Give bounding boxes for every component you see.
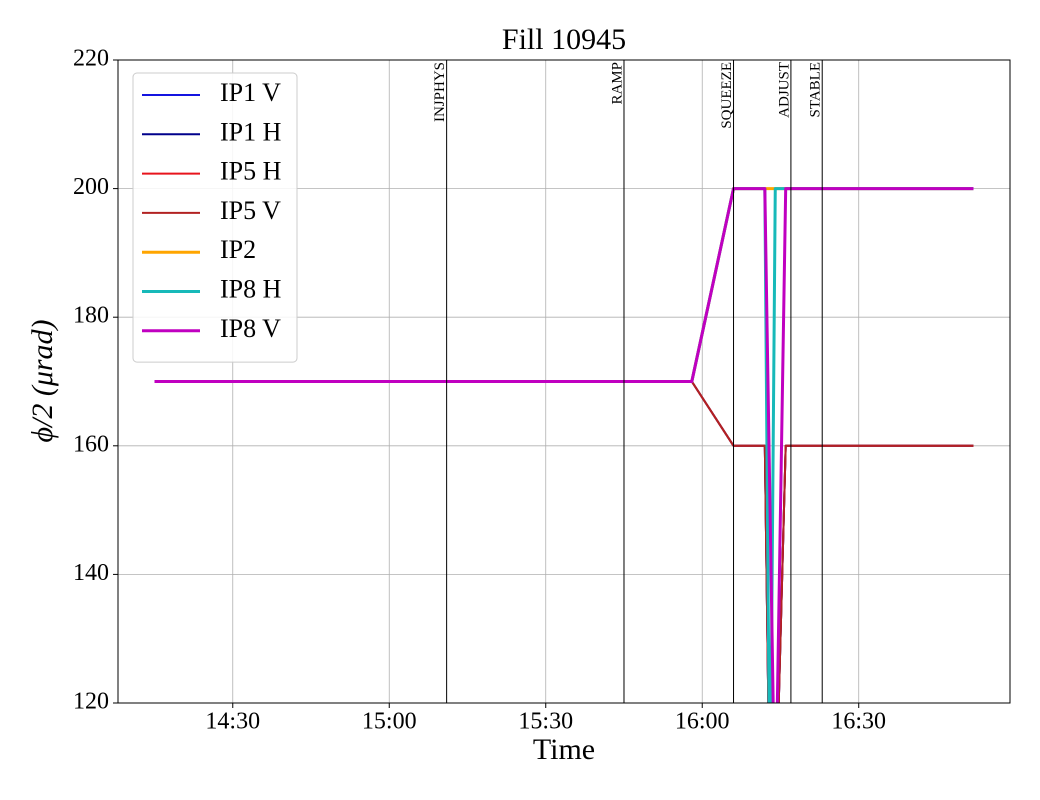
mode-label: RAMP <box>609 62 625 105</box>
mode-label: STABLE <box>808 62 824 117</box>
legend-label: IP1 H <box>220 117 282 146</box>
x-tick-label: 15:30 <box>518 709 573 735</box>
chart-title: Fill 10945 <box>502 23 626 56</box>
legend-box <box>132 72 298 363</box>
legend-label: IP8 V <box>220 314 281 343</box>
mode-label: INJPHYS <box>432 62 448 122</box>
y-tick-label: 160 <box>73 431 109 457</box>
legend-label: IP2 <box>220 235 256 264</box>
y-tick-label: 200 <box>73 174 109 200</box>
y-axis-label: ϕ/2 (μrad) <box>26 319 59 442</box>
x-tick-label: 15:00 <box>362 709 417 735</box>
y-tick-label: 220 <box>73 46 109 72</box>
axes-frame <box>117 59 1011 704</box>
legend-label: IP5 V <box>220 196 281 225</box>
legend: IP1 V IP1 H IP5 H IP5 V IP2 IP8 H IP8 V <box>132 72 298 363</box>
x-tick-label: 16:00 <box>675 709 730 735</box>
legend-label: IP8 H <box>220 274 282 303</box>
x-tick-label: 16:30 <box>831 709 886 735</box>
mode-label: ADJUST <box>776 62 792 118</box>
data-line <box>154 187 974 703</box>
y-tick-label: 120 <box>73 689 109 715</box>
plot-area <box>154 187 974 703</box>
y-tick-label: 140 <box>73 560 109 586</box>
legend-label: IP5 H <box>220 157 282 186</box>
x-axis-label: Time <box>533 733 595 766</box>
y-tick-label: 180 <box>73 303 109 329</box>
x-tick-label: 14:30 <box>205 709 260 735</box>
mode-label: SQUEEZE <box>719 62 735 129</box>
legend-label: IP1 V <box>220 78 281 107</box>
